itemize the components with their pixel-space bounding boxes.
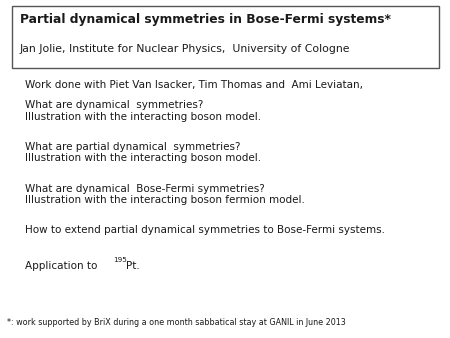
Text: What are partial dynamical  symmetries?: What are partial dynamical symmetries? bbox=[25, 142, 240, 152]
Text: Work done with Piet Van Isacker, Tim Thomas and  Ami Leviatan,: Work done with Piet Van Isacker, Tim Tho… bbox=[25, 80, 363, 90]
Text: Illustration with the interacting boson model.: Illustration with the interacting boson … bbox=[25, 112, 261, 122]
Text: Jan Jolie, Institute for Nuclear Physics,  University of Cologne: Jan Jolie, Institute for Nuclear Physics… bbox=[20, 44, 350, 54]
Text: Illustration with the interacting boson fermion model.: Illustration with the interacting boson … bbox=[25, 195, 305, 205]
Text: Application to: Application to bbox=[25, 261, 100, 271]
Text: Pt.: Pt. bbox=[126, 261, 140, 271]
Text: *: work supported by BriX during a one month sabbatical stay at GANIL in June 20: *: work supported by BriX during a one m… bbox=[7, 318, 346, 327]
Text: How to extend partial dynamical symmetries to Bose-Fermi systems.: How to extend partial dynamical symmetri… bbox=[25, 225, 385, 236]
Text: What are dynamical  symmetries?: What are dynamical symmetries? bbox=[25, 100, 203, 111]
Text: 195: 195 bbox=[113, 257, 127, 263]
Text: Partial dynamical symmetries in Bose-Fermi systems*: Partial dynamical symmetries in Bose-Fer… bbox=[20, 13, 391, 26]
Text: What are dynamical  Bose-Fermi symmetries?: What are dynamical Bose-Fermi symmetries… bbox=[25, 184, 265, 194]
FancyBboxPatch shape bbox=[12, 6, 439, 68]
Text: Illustration with the interacting boson model.: Illustration with the interacting boson … bbox=[25, 153, 261, 163]
